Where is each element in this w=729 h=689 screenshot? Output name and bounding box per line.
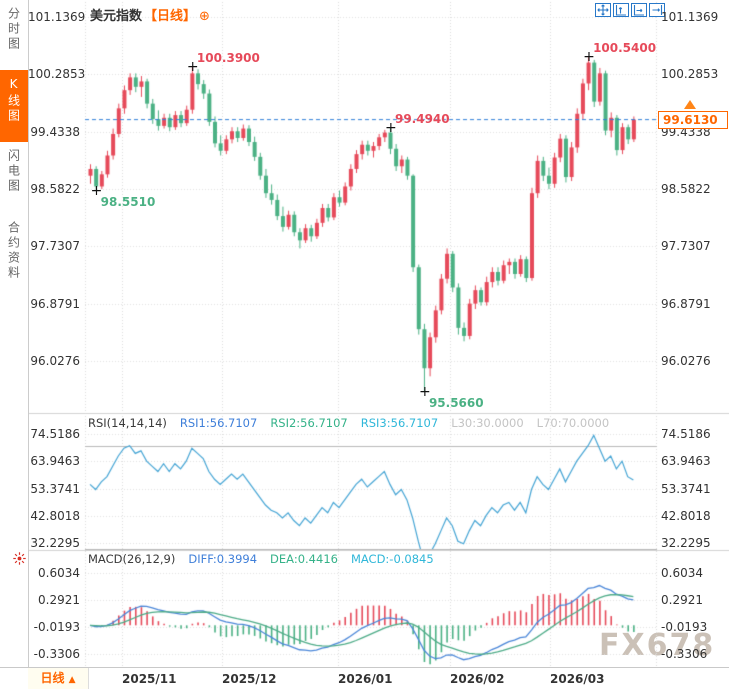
sidebar-tab-kline-chart[interactable]: K线图 [0,70,28,142]
rsi-tick-label: 53.3741 [661,481,711,496]
rsi-tick-label: 74.5186 [30,427,80,441]
chart-title-bar: 美元指数 【日线】 ⊕ [90,5,210,24]
latest-data-button[interactable] [649,3,665,17]
rsi-tick-label: 63.9463 [661,454,711,469]
fit-horizontal-button[interactable] [631,3,647,17]
pan-icon [597,4,609,16]
add-indicator-icon[interactable]: ⊕ [199,9,210,24]
rsi-name: RSI(14,14,14) [88,416,167,430]
rsi-tick-label: 42.8018 [30,508,80,523]
macd-header: MACD(26,12,9) DIFF:0.3994 DEA:0.4416 MACD:-… [88,552,447,566]
price-tick-label: 100.2853 [661,67,719,82]
sidebar-tab-label: K线图 [6,77,21,124]
low-marker: + [90,183,103,200]
macd-tick-label: 0.2921 [661,593,703,607]
date-tick-label: 2025/11 [122,672,177,686]
macd-diff-value: DIFF:0.3994 [188,552,258,566]
price-annotation: 95.5660 [428,396,484,411]
rsi-tick-label: 42.8018 [661,508,711,523]
high-marker: + [384,119,397,136]
price-tick-label: 99.4338 [30,124,80,139]
current-price-box: 99.6130 [658,110,728,129]
macd-name: MACD(26,12,9) [88,552,176,566]
instrument-title: 美元指数 [90,9,143,24]
low-marker: + [418,384,431,401]
price-tick-label: 101.1369 [28,10,86,24]
rsi-tick-label: 74.5186 [661,427,711,441]
rsi-tick-label: 32.2295 [30,536,80,551]
macd-tick-label: -0.3306 [33,647,80,661]
date-tick-label: 2025/12 [222,672,277,686]
rsi-tick-label: 63.9463 [30,454,80,469]
date-tick-label: 2026/02 [450,672,505,686]
sidebar: 分时图 K线图 闪电图 合约资料 [0,0,29,667]
price-tick-label: 98.5822 [30,182,80,196]
sidebar-tab-label: 分时图 [6,7,21,52]
fit-horizontal-icon [633,5,644,16]
price-annotation: 99.4940 [394,111,450,126]
price-tick-label: 96.0276 [661,354,711,368]
macd-tick-label: 0.6034 [38,566,80,580]
price-tick-label: 100.2853 [28,67,86,82]
rsi-tick-label: 53.3741 [30,481,80,496]
period-label: 【日线】 [144,9,197,24]
bottom-bar: 日线 ▲ 2025/11 2025/12 2026/01 2026/02 2026/03 [0,667,729,689]
rsi-l30-value: L30:30.0000 [451,416,524,430]
sidebar-tab-label: 闪电图 [6,149,21,194]
price-up-arrow-icon [684,99,696,109]
price-tick-label: 98.5822 [661,182,711,196]
rsi3-value: RSI3:56.7107 [360,416,439,430]
period-selector[interactable]: 日线 ▲ [28,668,89,689]
sidebar-tab-label: 合约资料 [6,221,21,281]
high-marker: + [186,59,199,76]
date-tick-label: 2026/03 [550,672,605,686]
period-selector-label: 日线 [40,671,65,685]
rsi-tick-label: 32.2295 [661,536,711,551]
price-tick-label: 96.8791 [661,296,711,311]
date-tick-label: 2026/01 [338,672,393,686]
price-annotation: 98.5510 [100,195,156,210]
price-annotation: 100.5400 [593,41,657,56]
rsi2-value: RSI2:56.7107 [270,416,348,430]
macd-settings-icon[interactable] [12,551,27,570]
macd-tick-label: 0.6034 [661,566,703,580]
latest-data-icon [652,5,663,15]
macd-tick-label: -0.0193 [661,620,708,634]
rsi-l70-value: L70:70.0000 [536,416,610,430]
macd-tick-label: 0.2921 [38,593,80,607]
price-tick-label: 96.0276 [30,354,80,368]
pan-button[interactable] [595,3,611,17]
sidebar-tab-contract-info[interactable]: 合约资料 [0,214,28,310]
price-tick-label: 101.1369 [661,10,719,24]
fit-vertical-button[interactable] [613,3,629,17]
macd-dea-value: DEA:0.4416 [270,552,338,566]
rsi1-value: RSI1:56.7107 [179,416,258,430]
macd-value: MACD:-0.0845 [350,552,434,566]
price-tick-label: 96.8791 [30,296,80,311]
sidebar-tab-flash-chart[interactable]: 闪电图 [0,142,28,214]
price-tick-label: 97.7307 [30,239,80,254]
macd-tick-label: -0.0193 [33,620,80,634]
chevron-up-icon: ▲ [68,675,76,685]
fit-vertical-icon [615,5,626,16]
price-annotation: 100.3900 [196,51,260,66]
sidebar-tab-time-chart[interactable]: 分时图 [0,0,28,70]
price-tick-label: 97.7307 [661,239,711,254]
rsi-header: RSI(14,14,14) RSI1:56.7107 RSI2:56.7107 RSI… [88,416,622,430]
high-marker: + [583,49,595,66]
macd-tick-label: -0.3306 [661,647,708,661]
chart-toolbar [595,3,665,17]
